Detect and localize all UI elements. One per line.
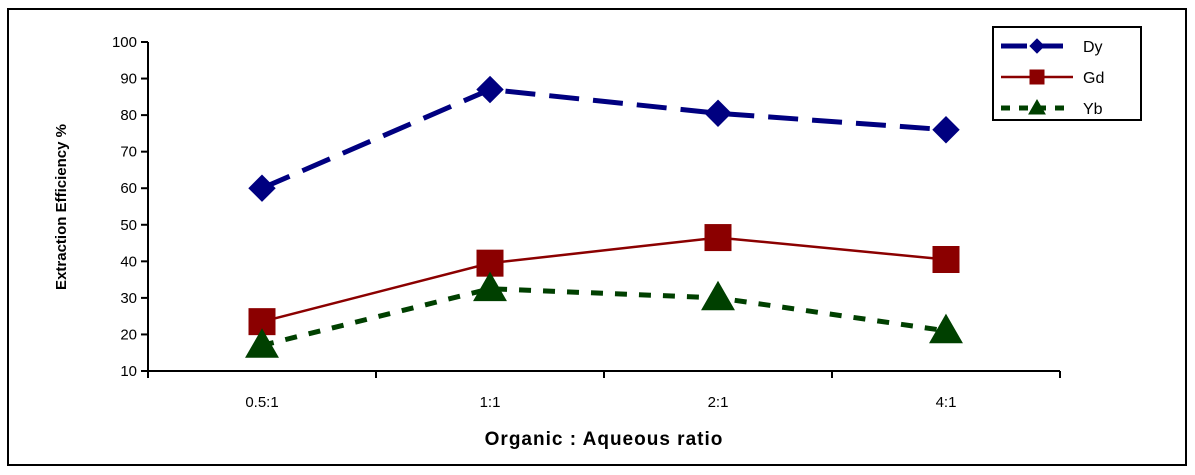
y-tick-label: 80 bbox=[120, 107, 137, 124]
y-axis-ticks: 10 20 30 40 50 60 70 80 90 100 bbox=[112, 34, 148, 380]
legend-marker-yb bbox=[1028, 98, 1046, 115]
x-tick-label: 0.5:1 bbox=[245, 394, 278, 411]
data-point-dy bbox=[932, 116, 960, 144]
data-point-dy bbox=[248, 174, 276, 202]
legend-label-yb: Yb bbox=[1083, 101, 1103, 118]
y-tick-label: 40 bbox=[120, 253, 137, 270]
legend-label-dy: Dy bbox=[1083, 39, 1103, 56]
data-point-yb bbox=[245, 328, 279, 358]
series-line-gd bbox=[261, 236, 947, 323]
plot-area: 10 20 30 40 50 60 70 80 90 100 0.5:1 1:1 2:1 4:1 bbox=[112, 34, 1061, 411]
data-point-dy bbox=[476, 75, 504, 104]
data-point-dy bbox=[704, 99, 732, 127]
series-line-yb bbox=[261, 286, 947, 348]
data-point-gd bbox=[704, 224, 732, 252]
legend-marker-gd bbox=[1029, 69, 1045, 85]
legend: Dy Gd Yb bbox=[992, 26, 1142, 121]
y-tick-label: 100 bbox=[112, 34, 137, 51]
series-lines bbox=[261, 86, 947, 348]
data-point-yb bbox=[701, 280, 735, 311]
legend-box bbox=[992, 26, 1142, 121]
data-point-yb bbox=[929, 313, 963, 344]
y-tick-label: 20 bbox=[120, 326, 137, 343]
y-tick-label: 60 bbox=[120, 180, 137, 197]
y-tick-label: 70 bbox=[120, 144, 137, 161]
data-point-gd bbox=[932, 246, 960, 274]
y-axis-title: Extraction Efficiency % bbox=[53, 124, 70, 290]
x-tick-label: 2:1 bbox=[708, 394, 729, 411]
y-tick-label: 50 bbox=[120, 217, 137, 234]
series-line-dy bbox=[261, 86, 947, 191]
x-tick-label: 1:1 bbox=[480, 394, 501, 411]
x-axis-ticks: 0.5:1 1:1 2:1 4:1 bbox=[147, 371, 1061, 411]
data-point-yb bbox=[473, 271, 507, 302]
x-tick-label: 4:1 bbox=[936, 394, 957, 411]
legend-marker-dy bbox=[1029, 38, 1045, 54]
chart-frame bbox=[7, 8, 1187, 466]
series-markers bbox=[245, 75, 963, 358]
y-tick-label: 10 bbox=[120, 363, 137, 380]
y-tick-label: 30 bbox=[120, 290, 137, 307]
x-axis-title: Organic : Aqueous ratio bbox=[485, 429, 724, 450]
y-tick-label: 90 bbox=[120, 71, 137, 88]
legend-label-gd: Gd bbox=[1083, 70, 1104, 87]
